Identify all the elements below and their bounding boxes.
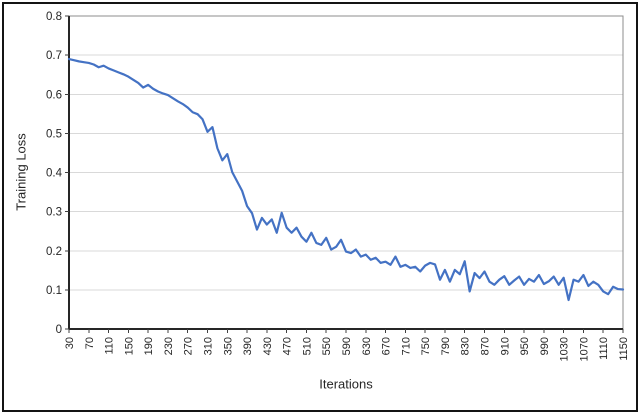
x-tick-label: 390 — [242, 337, 254, 355]
x-tick-label: 150 — [123, 337, 135, 355]
x-tick-label: 670 — [381, 337, 393, 355]
x-tick-label: 950 — [519, 337, 531, 355]
x-tick-label: 70 — [84, 337, 96, 349]
x-axis-title: Iterations — [319, 376, 373, 392]
x-tick-label: 110 — [104, 337, 116, 355]
x-tick-label: 790 — [440, 337, 452, 355]
y-tick-label: 0.7 — [46, 50, 62, 62]
x-tick-label: 630 — [361, 337, 373, 355]
x-tick-label: 830 — [460, 337, 472, 355]
x-tick-label: 310 — [203, 337, 215, 355]
y-tick-label: 0.5 — [46, 128, 62, 140]
x-tick-label: 750 — [420, 337, 432, 355]
x-tick-label: 550 — [321, 337, 333, 355]
y-tick-label: 0.1 — [46, 285, 62, 297]
x-tick-label: 510 — [301, 337, 313, 355]
x-tick-label: 990 — [539, 337, 551, 355]
x-tick-label: 1150 — [618, 337, 630, 361]
x-tick-label: 1070 — [578, 337, 590, 361]
x-tick-label: 350 — [222, 337, 234, 355]
y-tick-label: 0 — [56, 324, 62, 336]
x-tick-label: 470 — [282, 337, 294, 355]
y-tick-label: 0.4 — [46, 168, 63, 180]
x-tick-label: 1030 — [559, 337, 571, 361]
x-tick-label: 190 — [143, 337, 155, 355]
x-tick-label: 590 — [341, 337, 353, 355]
y-tick-label: 0.2 — [46, 246, 62, 258]
x-tick-label: 230 — [163, 337, 175, 355]
x-tick-label: 30 — [64, 337, 76, 349]
y-tick-label: 0.8 — [46, 11, 62, 23]
x-tick-label: 270 — [183, 337, 195, 355]
training-loss-line-series — [67, 57, 625, 302]
y-axis-title: Training Loss — [13, 133, 29, 211]
plot-border — [69, 15, 624, 329]
x-tick-label: 430 — [262, 337, 274, 355]
x-tick-label: 870 — [480, 337, 492, 355]
x-tick-label: 910 — [499, 337, 511, 355]
x-tick-label: 1110 — [598, 337, 610, 360]
y-tick-label: 0.6 — [46, 89, 62, 101]
y-tick-label: 0.3 — [46, 207, 62, 219]
x-tick-label: 710 — [400, 337, 412, 355]
